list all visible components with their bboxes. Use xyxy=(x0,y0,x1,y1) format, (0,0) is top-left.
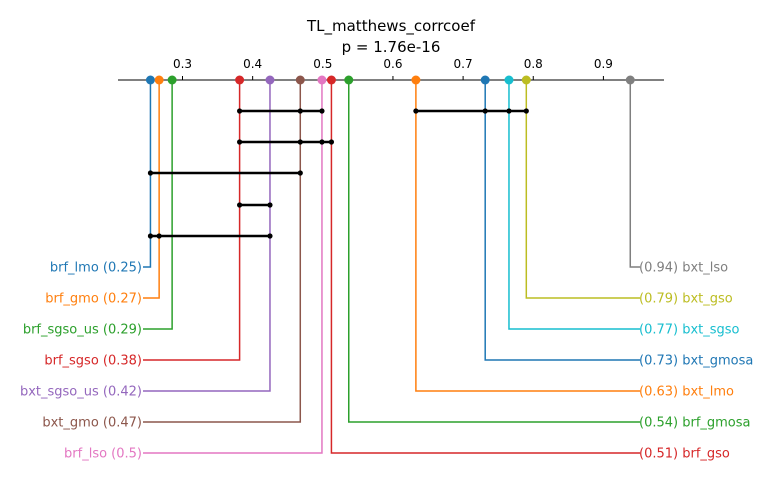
connector-brf_sgso_us xyxy=(143,80,173,330)
tick-label: 0.8 xyxy=(524,57,543,71)
marker-brf_gso xyxy=(326,75,336,85)
marker-bxt_sgso xyxy=(504,75,514,85)
clique-dot xyxy=(319,139,325,145)
marker-brf_gmosa xyxy=(344,75,354,85)
marker-brf_sgso xyxy=(235,75,245,85)
method-connectors xyxy=(143,80,640,454)
clique-dot xyxy=(319,108,325,114)
connector-bxt_gmo xyxy=(143,80,302,423)
connector-brf_gso xyxy=(330,80,640,454)
clique-dot xyxy=(328,139,335,145)
label-brf_lmo: brf_lmo (0.25) xyxy=(50,261,142,276)
connector-bxt_sgso_us xyxy=(143,80,271,392)
clique-dot xyxy=(237,108,243,114)
clique-dot xyxy=(523,108,529,114)
connector-bxt_gmosa xyxy=(484,80,640,361)
connector-bxt_sgso xyxy=(508,80,640,330)
label-bxt_lmo: (0.63) bxt_lmo xyxy=(639,385,734,400)
label-brf_lso: brf_lso (0.5) xyxy=(64,447,142,462)
clique-dot xyxy=(156,233,162,239)
clique-dot xyxy=(147,170,154,176)
marker-brf_lmo xyxy=(145,75,155,85)
tick-label: 0.6 xyxy=(383,57,402,71)
marker-bxt_gmo xyxy=(295,75,305,85)
label-brf_sgso: brf_sgso (0.38) xyxy=(44,354,142,369)
label-bxt_lso: (0.94) bxt_lso xyxy=(639,261,728,276)
tick-label: 0.4 xyxy=(243,57,262,71)
clique-dot xyxy=(297,139,303,145)
tick-label: 0.5 xyxy=(313,57,332,71)
connector-brf_lso xyxy=(143,80,323,454)
tick-label: 0.9 xyxy=(594,57,613,71)
connector-bxt_lmo xyxy=(415,80,640,392)
marker-brf_sgso_us xyxy=(167,75,177,85)
label-bxt_gmosa: (0.73) bxt_gmosa xyxy=(639,354,753,369)
clique-dot xyxy=(482,108,488,114)
label-bxt_gso: (0.79) bxt_gso xyxy=(639,292,733,307)
axis-markers xyxy=(145,75,635,85)
marker-brf_lso xyxy=(317,75,327,85)
axis-ticks: 0.3 0.4 0.5 0.6 0.7 0.8 0.9 xyxy=(173,57,613,80)
chart-subtitle: p = 1.76e-16 xyxy=(342,38,441,56)
clique-dot xyxy=(297,108,303,114)
label-bxt_sgso_us: bxt_sgso_us (0.42) xyxy=(20,385,142,400)
clique-bars xyxy=(147,108,529,239)
label-bxt_gmo: bxt_gmo (0.47) xyxy=(42,416,142,431)
clique-dot xyxy=(506,108,512,114)
marker-brf_gmo xyxy=(154,75,164,85)
tick-label: 0.7 xyxy=(454,57,473,71)
connector-brf_sgso xyxy=(143,80,241,361)
connector-brf_gmo xyxy=(143,80,160,299)
marker-bxt_gso xyxy=(521,75,531,85)
connector-brf_gmosa xyxy=(348,80,640,423)
clique-dot xyxy=(267,233,273,239)
label-brf_gmo: brf_gmo (0.27) xyxy=(45,292,142,307)
clique-dot xyxy=(413,108,419,114)
connector-bxt_gso xyxy=(525,80,640,299)
clique-dot xyxy=(297,170,303,176)
marker-bxt_lmo xyxy=(411,75,421,85)
chart-title: TL_matthews_corrcoef xyxy=(306,17,476,36)
connector-bxt_lso xyxy=(629,80,640,268)
tick-label: 0.3 xyxy=(173,57,192,71)
connector-brf_lmo xyxy=(143,80,152,268)
marker-bxt_gmosa xyxy=(480,75,490,85)
clique-dot xyxy=(147,233,154,239)
clique-dot xyxy=(237,139,243,145)
clique-dot xyxy=(267,202,273,208)
marker-bxt_sgso_us xyxy=(265,75,275,85)
marker-bxt_lso xyxy=(625,75,635,85)
method-labels: brf_lmo (0.25) brf_gmo (0.27) brf_sgso_us … xyxy=(20,261,753,462)
label-brf_gmosa: (0.54) brf_gmosa xyxy=(639,416,751,431)
label-brf_gso: (0.51) brf_gso xyxy=(639,447,730,462)
label-brf_sgso_us: brf_sgso_us (0.29) xyxy=(23,323,142,338)
label-bxt_sgso: (0.77) bxt_sgso xyxy=(639,323,740,338)
clique-dot xyxy=(237,202,243,208)
